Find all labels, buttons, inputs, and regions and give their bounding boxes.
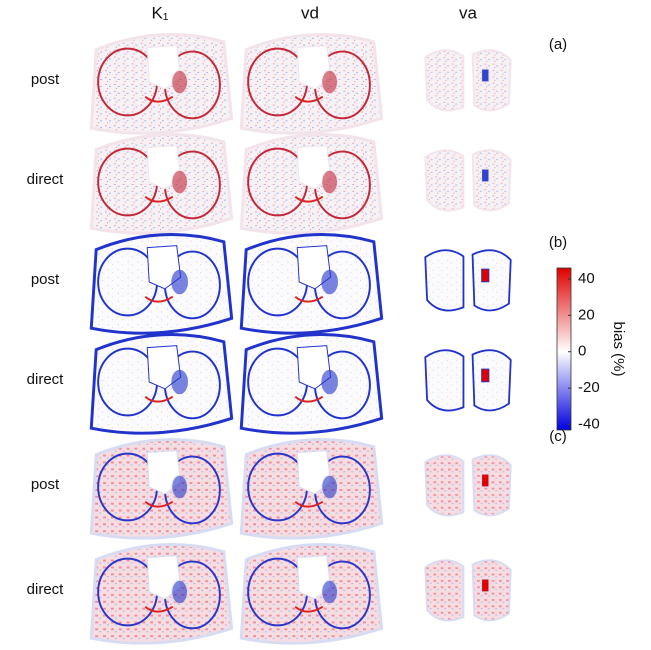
map-image: [89, 437, 234, 540]
colorbar-tick-label: 40: [578, 270, 595, 287]
panel-label: (c): [549, 428, 567, 445]
row-label: direct: [27, 371, 65, 388]
map-image: [239, 232, 384, 335]
row-label: direct: [27, 581, 65, 598]
map-image: [239, 132, 384, 235]
image-grid: [89, 32, 512, 645]
colorbar-tick-label: -20: [578, 379, 600, 396]
colorbar-tick-label: 0: [578, 343, 586, 360]
map-image: [424, 559, 512, 622]
map-image: [89, 132, 234, 235]
colorbar-tick-label: -40: [578, 416, 600, 433]
map-image: [239, 32, 384, 135]
map-image: [89, 542, 234, 645]
map-image: [424, 349, 512, 412]
colorbar-label: bias (%): [610, 321, 627, 376]
map-image: [89, 32, 234, 135]
panel-label: (a): [549, 36, 567, 53]
colorbar-tick-label: 20: [578, 306, 595, 323]
map-image: [239, 542, 384, 645]
panel-label: (b): [549, 234, 567, 251]
row-label: post: [31, 476, 60, 493]
map-image: [424, 249, 512, 312]
map-image: [89, 232, 234, 335]
row-label: post: [31, 271, 60, 288]
colorbar: [556, 267, 572, 431]
map-image: [89, 332, 234, 435]
column-title: K₁: [151, 3, 168, 22]
column-title: vd: [301, 3, 319, 22]
map-image: [424, 454, 512, 517]
map-image: [239, 332, 384, 435]
column-title: va: [459, 3, 478, 22]
row-label: direct: [27, 171, 65, 188]
map-image: [424, 149, 512, 212]
row-label: post: [31, 71, 60, 88]
map-image: [424, 49, 512, 112]
map-image: [239, 437, 384, 540]
